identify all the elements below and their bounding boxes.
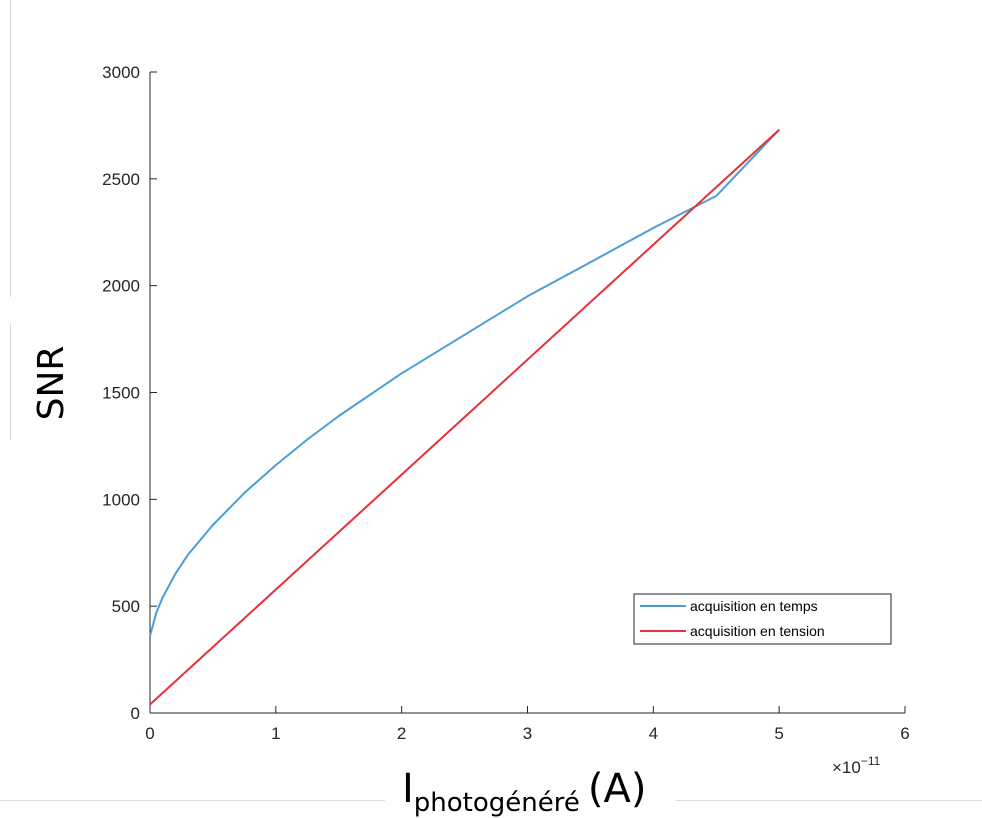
x-label-subscript: photogénéré xyxy=(414,788,580,818)
legend-label-tension: acquisition en tension xyxy=(690,623,825,639)
x-axis-ticks: 0 1 2 3 4 5 6 xyxy=(145,706,910,743)
x-tick-label: 2 xyxy=(397,724,406,743)
frame-line-bottom-right xyxy=(676,800,982,801)
series-lines xyxy=(149,128,780,706)
y-tick-label: 3000 xyxy=(102,63,140,82)
x-label-unit: (A) xyxy=(588,766,647,812)
legend-label-temps: acquisition en temps xyxy=(690,598,818,614)
x-tick-label: 5 xyxy=(774,724,783,743)
x-axis-label: Iphotogénéré (A) xyxy=(402,766,646,818)
y-axis-ticks: 0 500 1000 1500 2000 2500 3000 xyxy=(102,63,157,723)
y-tick-label: 500 xyxy=(112,597,140,616)
y-tick-label: 1500 xyxy=(102,384,140,403)
x-tick-label: 4 xyxy=(649,724,658,743)
frame-line-bottom xyxy=(0,800,385,801)
x-label-main: I xyxy=(402,766,414,812)
x-axis-exponent: ×10−11 xyxy=(832,754,881,777)
x-tick-label: 0 xyxy=(145,724,154,743)
x-exponent-base: ×10 xyxy=(832,758,861,777)
x-tick-label: 3 xyxy=(523,724,532,743)
legend-box xyxy=(633,593,892,645)
y-tick-label: 2000 xyxy=(102,277,140,296)
y-tick-label: 1000 xyxy=(102,490,140,509)
x-tick-label: 1 xyxy=(271,724,280,743)
frame-line-mid-left xyxy=(10,323,11,440)
legend: acquisition en temps acquisition en tens… xyxy=(633,593,892,645)
x-exponent-power: −11 xyxy=(861,754,881,768)
frame-line-top-left xyxy=(10,0,11,297)
x-tick-label: 6 xyxy=(900,724,909,743)
y-tick-label: 2500 xyxy=(102,170,140,189)
series-line-1 xyxy=(149,128,780,706)
series-line-0 xyxy=(149,129,780,637)
y-axis-label: SNR xyxy=(31,346,72,421)
y-tick-label: 0 xyxy=(131,704,140,723)
